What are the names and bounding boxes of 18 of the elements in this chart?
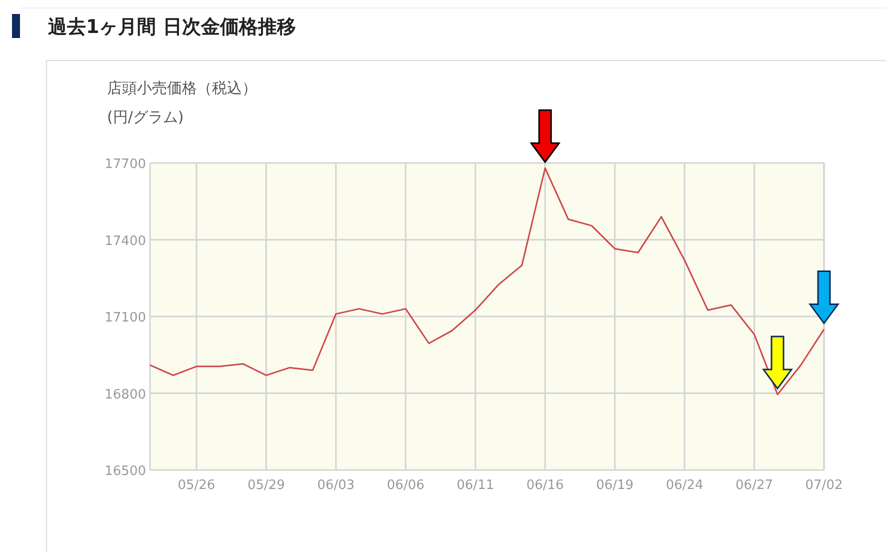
y-tick-label: 17100 <box>104 310 146 326</box>
chart-subtitle: 店頭小売価格（税込） <box>107 79 257 97</box>
x-tick-label: 05/26 <box>178 478 216 493</box>
x-tick-label: 06/24 <box>666 478 704 493</box>
y-tick-label: 16500 <box>104 464 146 479</box>
x-tick-label: 06/11 <box>456 478 494 493</box>
y-tick-label: 17400 <box>104 234 146 249</box>
x-tick-label: 05/29 <box>247 478 285 493</box>
x-tick-label: 06/06 <box>386 478 424 493</box>
chart-title: 過去1ヶ月間 日次金価格推移 <box>47 16 296 38</box>
x-tick-label: 06/16 <box>526 478 564 493</box>
y-axis-title: (円/グラム) <box>107 108 184 126</box>
y-tick-label: 17700 <box>104 157 146 172</box>
x-tick-label: 06/19 <box>596 478 634 493</box>
x-tick-label: 07/02 <box>805 478 843 493</box>
x-tick-label: 06/03 <box>317 478 355 493</box>
x-tick-label: 06/27 <box>736 478 774 493</box>
y-tick-label: 16800 <box>104 387 146 402</box>
